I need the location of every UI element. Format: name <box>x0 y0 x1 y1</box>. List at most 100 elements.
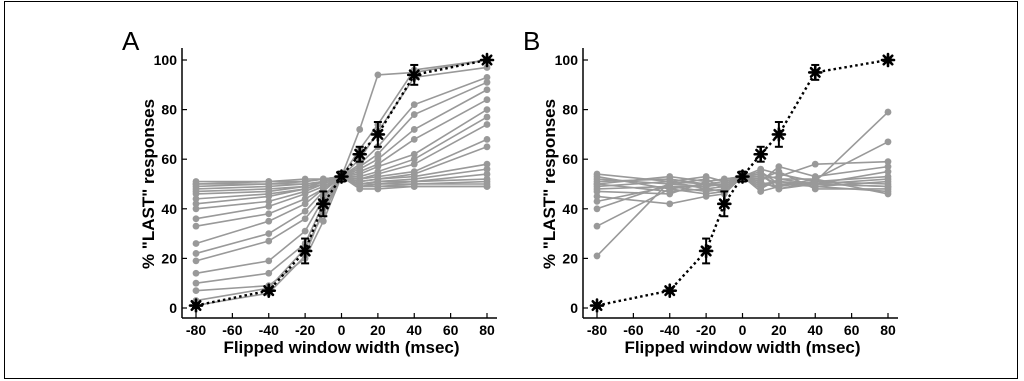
mean-point-stroke <box>809 66 821 78</box>
subject-point <box>374 71 382 79</box>
subject-point <box>775 168 783 176</box>
subject-point <box>483 113 491 121</box>
subject-point <box>884 158 892 166</box>
subject-point <box>811 160 819 168</box>
mean-point-stroke <box>718 198 730 210</box>
mean-point-stroke <box>591 299 603 312</box>
mean-point-stroke <box>372 128 384 140</box>
x-tick-label: 20 <box>771 322 787 338</box>
panel-label: B <box>523 26 540 56</box>
mean-point <box>735 169 750 184</box>
x-tick-label: 60 <box>844 322 860 338</box>
mean-point-stroke <box>773 128 785 140</box>
subject-point <box>702 185 710 193</box>
x-axis-label: Flipped window width (msec) <box>624 338 860 357</box>
subject-point <box>483 106 491 113</box>
subject-point <box>757 170 765 178</box>
subject-point <box>192 195 200 203</box>
mean-point <box>771 127 787 142</box>
subject-point <box>775 163 783 171</box>
subject-point <box>666 200 674 208</box>
subject-point <box>265 178 273 185</box>
mean-point-stroke <box>354 148 366 160</box>
mean-point <box>662 283 678 298</box>
subject-point <box>775 185 783 193</box>
y-tick-label: 40 <box>562 201 578 217</box>
subject-point <box>757 188 765 195</box>
mean-series <box>589 52 896 313</box>
subject-point <box>192 279 200 287</box>
subject-point <box>702 190 710 198</box>
mean-point <box>880 52 896 68</box>
subject-point <box>319 217 327 225</box>
subject-point <box>757 180 765 188</box>
y-tick-label: 100 <box>555 52 579 68</box>
mean-point-stroke <box>481 54 493 66</box>
subject-point <box>666 178 674 185</box>
subject-point <box>410 126 418 133</box>
subject-point <box>356 126 364 133</box>
x-tick-label: 20 <box>370 322 386 338</box>
mean-point <box>352 146 367 162</box>
subject-point <box>483 86 491 94</box>
subject-point <box>884 108 892 116</box>
x-tick-label: -60 <box>623 322 643 338</box>
subject-point <box>720 175 728 183</box>
subject-point <box>666 173 674 180</box>
mean-point <box>698 243 714 259</box>
subject-point <box>192 215 200 223</box>
subject-point <box>410 111 418 118</box>
x-tick-label: 40 <box>807 322 823 338</box>
subject-point <box>410 183 418 190</box>
subject-point <box>410 155 418 163</box>
subject-point <box>593 193 601 200</box>
mean-point <box>316 196 331 212</box>
subject-point <box>593 180 601 188</box>
subject-point <box>593 205 601 213</box>
mean-point-stroke <box>755 148 767 160</box>
x-tick-label: -20 <box>295 322 315 338</box>
subject-point <box>593 170 601 178</box>
mean-point-stroke <box>700 245 712 257</box>
subject-point <box>265 269 273 277</box>
subject-point <box>593 197 601 205</box>
mean-point <box>479 52 495 68</box>
subject-point <box>265 230 273 238</box>
panel-a: 0 20 40 60 80 100 -80 -60 -40 -20 0 20 40 60 80 Flipped… <box>122 26 497 357</box>
mean-point <box>589 298 605 313</box>
subject-point <box>265 202 273 210</box>
subject-point <box>483 64 491 71</box>
subject-point <box>192 257 200 265</box>
panel-label: A <box>122 26 140 56</box>
subject-point <box>410 160 418 168</box>
subject-point <box>483 170 491 178</box>
mean-point-stroke <box>299 245 311 257</box>
subject-point <box>265 257 273 265</box>
mean-point <box>188 298 204 313</box>
subject-point <box>301 207 309 215</box>
mean-series <box>188 52 495 313</box>
subject-point <box>374 163 382 171</box>
y-tick-label: 40 <box>161 201 177 217</box>
y-axis-label: % "LAST" responses <box>540 99 559 269</box>
x-tick-label: -60 <box>222 322 242 338</box>
mean-point-stroke <box>664 285 676 297</box>
y-tick-label: 80 <box>161 102 177 118</box>
subject-point <box>666 185 674 193</box>
x-tick-label: -40 <box>660 322 680 338</box>
subject-point <box>192 178 200 185</box>
mean-point-stroke <box>317 198 329 210</box>
mean-point-stroke <box>335 171 348 183</box>
subject-point <box>811 175 819 183</box>
mean-point <box>807 65 823 80</box>
mean-point <box>717 196 732 212</box>
y-tick-label: 0 <box>169 300 177 316</box>
mean-point <box>334 169 349 184</box>
subject-point <box>410 135 418 143</box>
subject-point <box>301 215 309 223</box>
subject-point <box>192 287 200 295</box>
subject-point <box>265 237 273 245</box>
subject-point <box>483 96 491 104</box>
y-tick-label: 60 <box>161 151 177 167</box>
subject-point <box>483 143 491 151</box>
